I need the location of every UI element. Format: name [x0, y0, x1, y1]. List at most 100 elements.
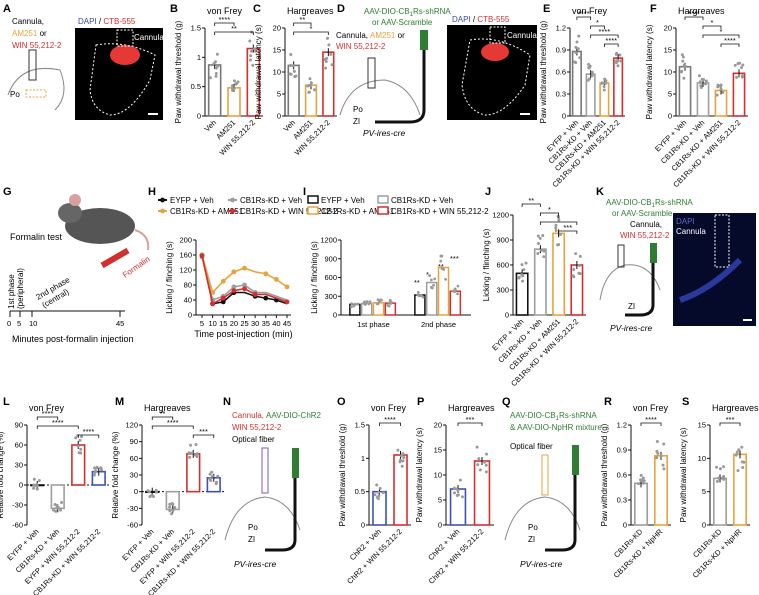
chart-j-dot: [521, 279, 525, 283]
k-virus1-sub: 1: [652, 203, 656, 209]
d-ctb-signal: [481, 43, 509, 61]
chart-j-dot: [578, 254, 582, 258]
chart-h-xlabel: Time post-injection (min): [194, 329, 292, 339]
chart-i-legend-swatch: [307, 195, 319, 204]
chart-c-ytick-label: 0: [277, 112, 281, 121]
chart-b-dot: [248, 58, 252, 62]
d-virus2: or AAV-Scramble: [372, 18, 433, 27]
chart-m-dot: [195, 454, 199, 458]
chart-o-dot: [378, 486, 382, 490]
panel-label-q: Q: [502, 396, 511, 408]
n-drug: WIN 55,212-2: [232, 423, 282, 432]
a-slash: /: [97, 17, 104, 26]
chart-b-dot: [254, 49, 258, 53]
k-cre-label: PV-ires-cre: [610, 323, 652, 333]
chart-i-ytick-label: 900: [324, 254, 337, 263]
panel-label-b: B: [170, 3, 178, 15]
chart-b-dot: [214, 74, 218, 78]
a-cannula-drawing: [28, 49, 37, 81]
chart-m-dot: [148, 494, 152, 498]
chart-l-sig-bracket: [77, 434, 100, 438]
chart-p-dot: [475, 445, 479, 449]
chart-i-dot: [368, 300, 372, 304]
chart-h-point: [231, 269, 237, 275]
chart-l-dot: [92, 473, 96, 477]
chart-e-sig-label: ****: [605, 36, 617, 45]
chart-p-dot: [452, 486, 456, 490]
chart-j-sig-bracket: [539, 212, 560, 216]
chart-h-ytick-label: 200: [179, 236, 192, 245]
a-cannula-img-label: Cannula: [134, 33, 164, 42]
a-dapi: DAPI: [78, 17, 97, 26]
panel-label-a: A: [3, 3, 11, 15]
chart-m-dot: [195, 452, 199, 456]
chart-f-ytick-label: 5: [668, 90, 672, 99]
panel-label-h: H: [148, 186, 156, 198]
chart-e-dot: [615, 51, 619, 55]
q-virus1: AAV-DIO-CB1Rs-shRNA: [510, 411, 597, 422]
chart-b-dot: [252, 47, 256, 51]
chart-c-sig-label: **: [299, 15, 305, 24]
chart-b-dot: [213, 60, 217, 64]
chart-i-dot: [376, 298, 380, 302]
chart-p-sig-bracket: [457, 422, 483, 426]
panel-q: Q AAV-DIO-CB1Rs-shRNA & AAV-DIO-NpHR mix…: [502, 396, 602, 569]
chart-j-sig-label: ***: [563, 223, 572, 232]
d-cannula: Cannula,: [336, 31, 368, 40]
chart-m-sig-label: ****: [167, 418, 179, 427]
chart-j-dot: [574, 252, 578, 256]
chart-f-dot: [738, 61, 742, 65]
chart-m-dot: [208, 477, 212, 481]
chart-r: 0 0.3 0.6 0.9 1.2 Paw withdrawal threshold (g…: [600, 403, 671, 580]
chart-j-dot: [536, 252, 540, 256]
q-po-label: Po: [528, 523, 538, 532]
chart-j-dot: [554, 226, 558, 230]
chart-i-dot: [440, 267, 444, 271]
panel-label-r: R: [604, 396, 612, 408]
panel-label-p: P: [417, 396, 424, 408]
chart-r-dot: [661, 463, 665, 467]
chart-s-dot: [735, 450, 739, 454]
chart-l-sig-bracket: [36, 416, 59, 420]
panel-label-o: O: [337, 396, 346, 408]
chart-f-dot: [716, 85, 720, 89]
chart-r-dot: [655, 449, 659, 453]
chart-f-sig-bracket: [702, 25, 722, 29]
chart-i-dot: [418, 294, 422, 298]
a-drug1-text: AM251 or: [12, 29, 47, 38]
chart-r-dot: [642, 479, 646, 483]
chart-j-ytick-label: 600: [496, 261, 509, 270]
chart-s-dot: [736, 469, 740, 473]
g-mouse-head: [58, 203, 82, 223]
chart-c-ytick-label: 10: [273, 68, 281, 77]
chart-f-sig-label: ****: [724, 36, 736, 45]
chart-e-dot: [576, 47, 580, 51]
chart-b-dot: [248, 39, 252, 43]
chart-s-bar: [732, 453, 747, 526]
chart-h-xtick-label: 30: [251, 319, 259, 328]
chart-s-dot: [741, 465, 745, 469]
chart-i-dot: [364, 303, 367, 306]
chart-i-dot: [416, 293, 420, 297]
chart-h-point: [252, 291, 258, 297]
chart-b-dot: [215, 52, 219, 56]
g-phase1b: (peripheral): [16, 268, 25, 309]
chart-e-dot: [603, 77, 607, 81]
chart-e-dot: [619, 59, 623, 63]
chart-h-xtick-label: 15: [219, 319, 227, 328]
a-ctb-signal: [110, 45, 140, 65]
chart-h-xtick-label: 35: [262, 319, 270, 328]
chart-p-dot: [456, 493, 460, 497]
chart-h-legend-marker: [230, 197, 235, 203]
chart-p-dot: [456, 488, 460, 492]
chart-f-dot: [681, 55, 685, 59]
a-histology-outline: [89, 43, 156, 116]
chart-l-dot: [51, 508, 55, 512]
chart-o-dot: [396, 448, 400, 452]
d-dapi: DAPI: [452, 15, 471, 24]
d-drug-line1: Cannula, AM251 or: [336, 31, 405, 40]
chart-r-ylabel: Paw withdrawal threshold (g): [600, 423, 609, 526]
chart-h-xtick-label: 5: [200, 319, 204, 328]
chart-f-bar: [732, 72, 746, 117]
chart-i-category-label: 1st phase: [357, 320, 390, 329]
